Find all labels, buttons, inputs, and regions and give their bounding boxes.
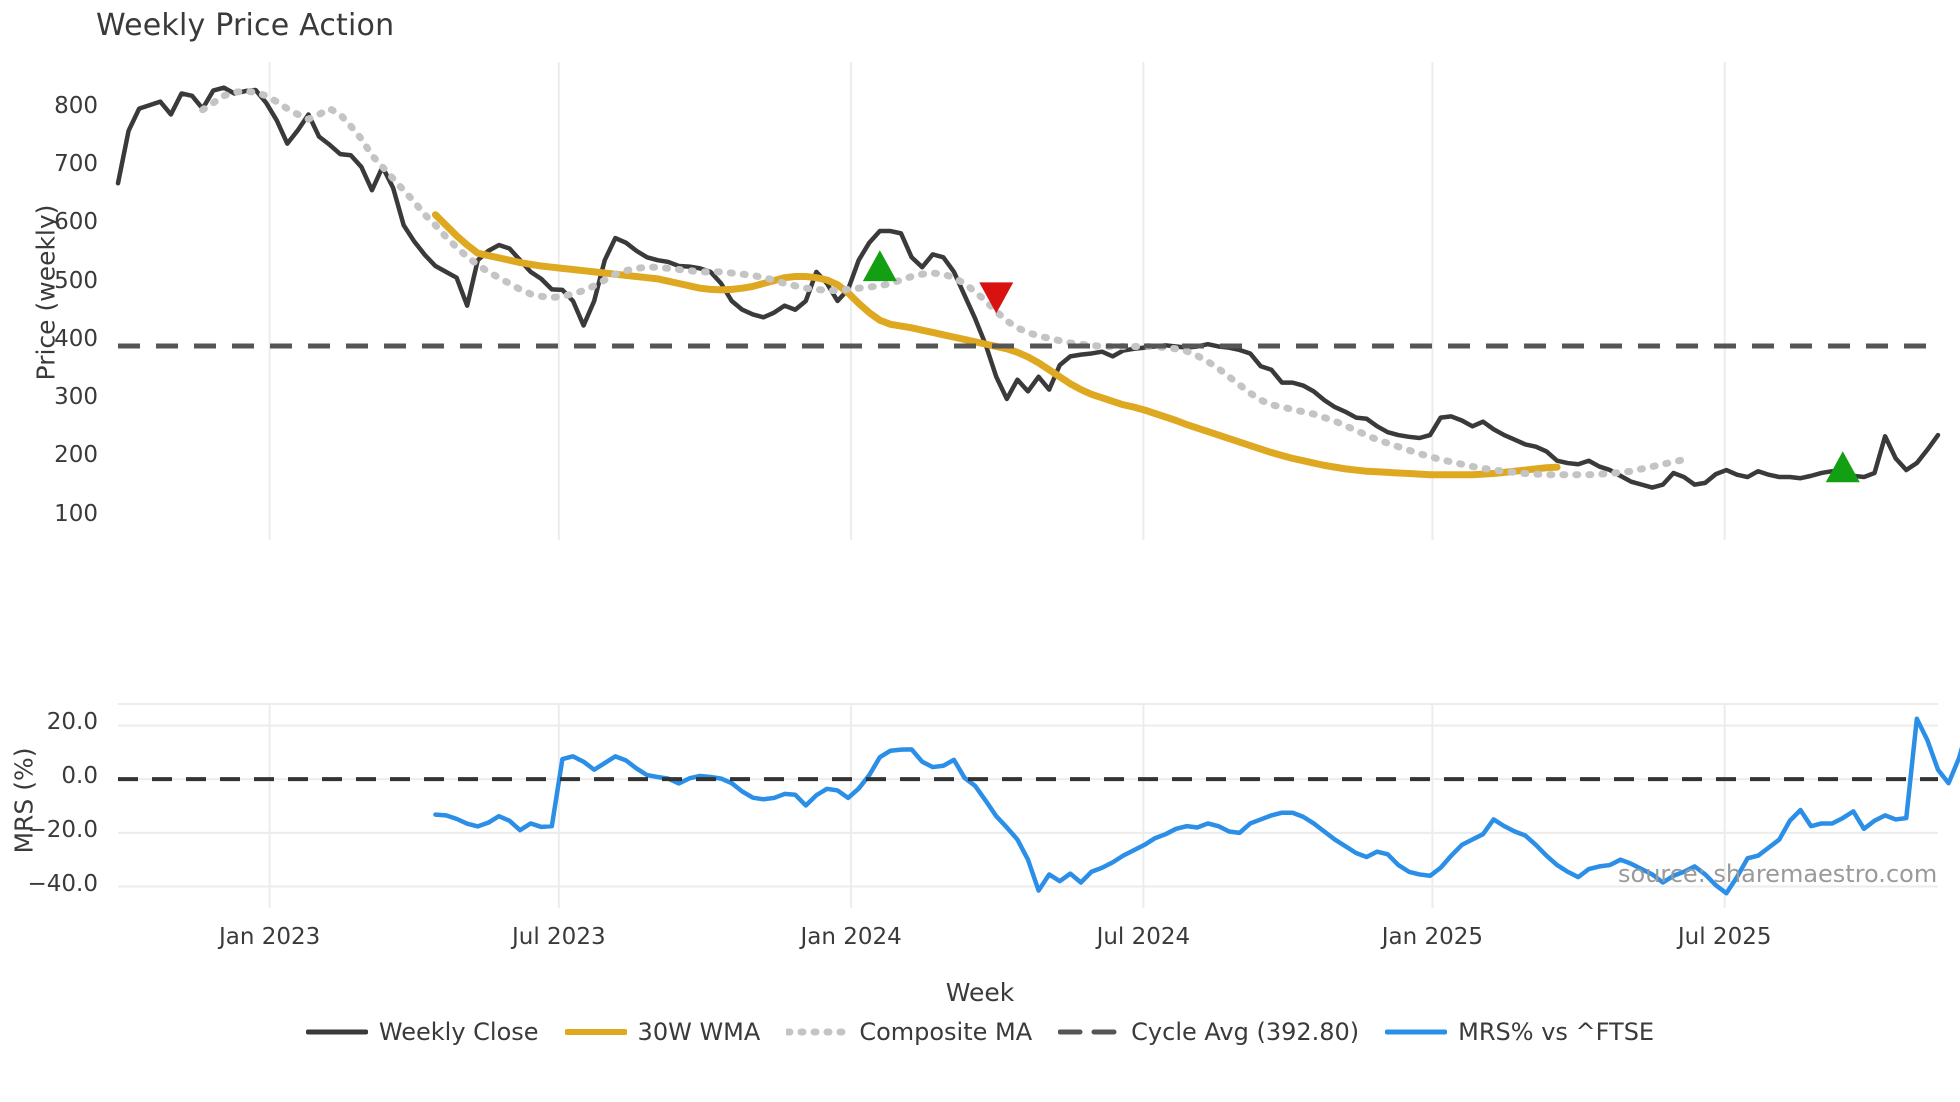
legend-swatch-2 (786, 1028, 849, 1036)
price-y-tick-4: 400 (54, 325, 98, 352)
x-tick-2: Jan 2024 (800, 924, 902, 950)
price-y-tick-2: 600 (54, 209, 98, 236)
x-tick-0: Jan 2023 (218, 924, 321, 950)
price-y-tick-7: 100 (54, 500, 98, 527)
legend-label-3: Cycle Avg (392.80) (1131, 1018, 1360, 1046)
x-tick-3: Jul 2024 (1096, 924, 1191, 950)
mrs-y-tick-3: −40.0 (27, 870, 98, 897)
x-axis-label: Week (945, 978, 1015, 1007)
price-y-tick-0: 800 (54, 92, 98, 119)
x-tick-1: Jul 2023 (511, 924, 606, 950)
buy-marker-0[interactable] (862, 250, 897, 282)
x-tick-5: Jul 2025 (1677, 924, 1772, 950)
series-mrs-percent (433, 716, 1960, 896)
source-watermark: source: sharemaestro.com (1618, 860, 1938, 888)
legend-item-cycle-avg-392-80[interactable]: Cycle Avg (392.80) (1058, 1018, 1359, 1046)
legend-item-30w-wma[interactable]: 30W WMA (564, 1018, 761, 1046)
legend-label-2: Composite MA (859, 1018, 1033, 1046)
legend-swatch-0 (305, 1029, 368, 1035)
legend-swatch-1 (564, 1029, 627, 1035)
legend-swatch-4 (1385, 1029, 1448, 1035)
price-y-tick-6: 200 (54, 442, 98, 469)
chart-legend: Weekly Close 30W WMA Composite MA Cycle Avg… (0, 1018, 1960, 1046)
price-y-tick-1: 700 (54, 150, 98, 177)
mrs-y-tick-0: 20.0 (46, 709, 98, 736)
mrs-y-tick-2: −20.0 (27, 816, 98, 843)
legend-item-mrs-vs-ftse[interactable]: MRS% vs ^FTSE (1385, 1018, 1654, 1046)
series-weekly-close (115, 85, 1941, 490)
legend-item-composite-ma[interactable]: Composite MA (786, 1018, 1032, 1046)
legend-label-4: MRS% vs ^FTSE (1458, 1018, 1655, 1046)
buy-marker-2[interactable] (1825, 451, 1860, 483)
legend-swatch-3 (1058, 1029, 1121, 1035)
legend-label-0: Weekly Close (378, 1018, 539, 1046)
price-y-tick-5: 300 (54, 384, 98, 411)
mrs-y-tick-1: 0.0 (61, 763, 98, 790)
legend-label-1: 30W WMA (637, 1018, 761, 1046)
legend-item-weekly-close[interactable]: Weekly Close (305, 1018, 539, 1046)
sell-marker-1[interactable] (979, 282, 1014, 314)
x-tick-4: Jan 2025 (1381, 924, 1484, 950)
price-y-tick-3: 500 (54, 267, 98, 294)
chart-title: Weekly Price Action (96, 8, 395, 43)
series-composite-ma (199, 87, 1688, 479)
